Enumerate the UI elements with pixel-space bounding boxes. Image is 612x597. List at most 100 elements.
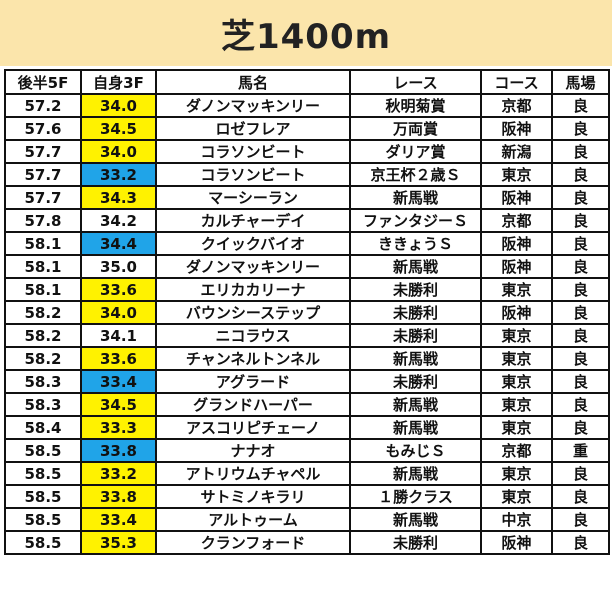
cell-last5f: 58.2 (4, 323, 82, 348)
cell-last5f: 58.1 (4, 277, 82, 302)
cell-going: 良 (551, 323, 610, 348)
cell-horse: カルチャーデイ (155, 208, 351, 233)
cell-last5f: 58.5 (4, 507, 82, 532)
cell-race: 未勝利 (349, 530, 482, 555)
cell-own3f: 33.8 (80, 438, 157, 463)
cell-horse: ロゼフレア (155, 116, 351, 141)
cell-last5f: 58.5 (4, 461, 82, 486)
cell-course: 京都 (480, 438, 553, 463)
cell-race: ダリア賞 (349, 139, 482, 164)
cell-last5f: 58.3 (4, 369, 82, 394)
cell-race: １勝クラス (349, 484, 482, 509)
cell-last5f: 57.2 (4, 93, 82, 118)
cell-own3f: 33.8 (80, 484, 157, 509)
cell-horse: クランフォード (155, 530, 351, 555)
page-title: 芝1400m (220, 16, 392, 57)
cell-course: 東京 (480, 323, 553, 348)
cell-course: 阪神 (480, 116, 553, 141)
cell-going: 良 (551, 507, 610, 532)
cell-going: 良 (551, 185, 610, 210)
cell-race: 新馬戦 (349, 507, 482, 532)
cell-own3f: 34.1 (80, 323, 157, 348)
cell-own3f: 33.4 (80, 369, 157, 394)
table-row: 58.2 33.6 チャンネルトンネル 新馬戦 東京良 (4, 346, 610, 371)
cell-horse: バウンシーステップ (155, 300, 351, 325)
cell-race: 京王杯２歳Ｓ (349, 162, 482, 187)
cell-race: 新馬戦 (349, 392, 482, 417)
header-last5f: 後半5F (4, 69, 82, 95)
cell-horse: ナナオ (155, 438, 351, 463)
cell-horse: アトリウムチャペル (155, 461, 351, 486)
cell-race: 新馬戦 (349, 254, 482, 279)
cell-course: 東京 (480, 162, 553, 187)
cell-going: 良 (551, 116, 610, 141)
table-row: 57.6 34.5 ロゼフレア 万両賞 阪神良 (4, 116, 610, 141)
cell-last5f: 57.8 (4, 208, 82, 233)
cell-horse: アグラード (155, 369, 351, 394)
cell-own3f: 35.3 (80, 530, 157, 555)
cell-own3f: 34.0 (80, 139, 157, 164)
cell-course: 阪神 (480, 300, 553, 325)
cell-own3f: 34.4 (80, 231, 157, 256)
cell-going: 良 (551, 93, 610, 118)
table-row: 58.5 33.2 アトリウムチャペル 新馬戦 東京良 (4, 461, 610, 486)
cell-course: 中京 (480, 507, 553, 532)
table-row: 57.7 33.2 コラソンビート 京王杯２歳Ｓ 東京良 (4, 162, 610, 187)
table-row: 58.5 33.8 ナナオ もみじＳ 京都重 (4, 438, 610, 463)
cell-race: 新馬戦 (349, 461, 482, 486)
cell-going: 良 (551, 530, 610, 555)
cell-course: 東京 (480, 369, 553, 394)
cell-race: ファンタジーＳ (349, 208, 482, 233)
cell-course: 東京 (480, 346, 553, 371)
cell-going: 良 (551, 415, 610, 440)
header-course: コース (480, 69, 553, 95)
cell-race: 新馬戦 (349, 346, 482, 371)
cell-going: 良 (551, 461, 610, 486)
table-row: 58.5 33.4 アルトゥーム 新馬戦 中京良 (4, 507, 610, 532)
cell-last5f: 58.1 (4, 231, 82, 256)
cell-course: 阪神 (480, 530, 553, 555)
cell-last5f: 58.5 (4, 484, 82, 509)
cell-own3f: 34.0 (80, 300, 157, 325)
cell-race: 秋明菊賞 (349, 93, 482, 118)
cell-last5f: 58.2 (4, 346, 82, 371)
cell-last5f: 57.7 (4, 162, 82, 187)
cell-race: 未勝利 (349, 277, 482, 302)
cell-course: 新潟 (480, 139, 553, 164)
cell-course: 京都 (480, 208, 553, 233)
table-row: 58.5 33.8 サトミノキラリ １勝クラス 東京良 (4, 484, 610, 509)
cell-course: 東京 (480, 392, 553, 417)
header-own3f: 自身3F (80, 69, 157, 95)
cell-course: 東京 (480, 277, 553, 302)
cell-horse: マーシーラン (155, 185, 351, 210)
cell-horse: アルトゥーム (155, 507, 351, 532)
table-row: 58.1 33.6 エリカカリーナ 未勝利 東京良 (4, 277, 610, 302)
cell-going: 良 (551, 392, 610, 417)
title-banner: 芝1400m (0, 0, 612, 66)
cell-going: 重 (551, 438, 610, 463)
table-row: 57.8 34.2 カルチャーデイ ファンタジーＳ 京都良 (4, 208, 610, 233)
cell-going: 良 (551, 277, 610, 302)
header-horse: 馬名 (155, 69, 351, 95)
cell-race: 新馬戦 (349, 185, 482, 210)
cell-last5f: 57.7 (4, 185, 82, 210)
cell-own3f: 34.5 (80, 392, 157, 417)
cell-course: 東京 (480, 484, 553, 509)
table-row: 57.7 34.0 コラソンビート ダリア賞 新潟良 (4, 139, 610, 164)
cell-horse: チャンネルトンネル (155, 346, 351, 371)
header-going: 馬場 (551, 69, 610, 95)
cell-horse: ダノンマッキンリー (155, 93, 351, 118)
cell-race: もみじＳ (349, 438, 482, 463)
cell-last5f: 57.6 (4, 116, 82, 141)
cell-horse: ダノンマッキンリー (155, 254, 351, 279)
table-row: 58.2 34.0 バウンシーステップ 未勝利 阪神良 (4, 300, 610, 325)
cell-course: 東京 (480, 461, 553, 486)
table-row: 58.5 35.3 クランフォード 未勝利 阪神良 (4, 530, 610, 555)
cell-race: 新馬戦 (349, 415, 482, 440)
cell-own3f: 34.5 (80, 116, 157, 141)
cell-race: 未勝利 (349, 300, 482, 325)
cell-own3f: 34.2 (80, 208, 157, 233)
cell-race: ききょうＳ (349, 231, 482, 256)
cell-course: 京都 (480, 93, 553, 118)
cell-horse: エリカカリーナ (155, 277, 351, 302)
